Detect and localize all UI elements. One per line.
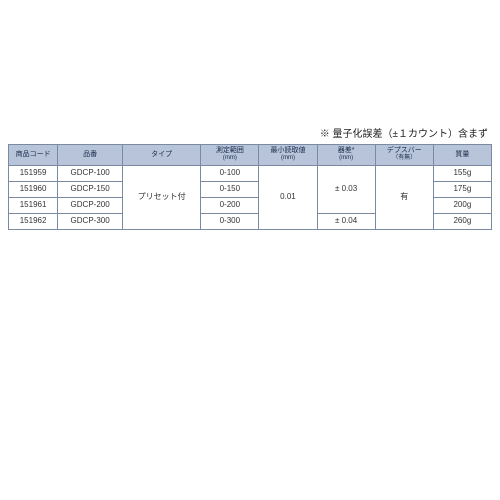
cell-mass: 175g — [433, 181, 491, 197]
cell-range: 0-200 — [201, 197, 259, 213]
col-min: 最小読取値(mm) — [259, 145, 317, 166]
header-row: 商品コード 品番 タイプ 測定範囲(mm) 最小読取値(mm) 器差*(mm) … — [9, 145, 492, 166]
cell-range: 0-150 — [201, 181, 259, 197]
col-part: 品番 — [58, 145, 123, 166]
col-code: 商品コード — [9, 145, 58, 166]
cell-part: GDCP-200 — [58, 197, 123, 213]
col-mass: 質量 — [433, 145, 491, 166]
cell-part: GDCP-300 — [58, 213, 123, 229]
cell-part: GDCP-150 — [58, 181, 123, 197]
cell-mass: 200g — [433, 197, 491, 213]
cell-type: プリセット付 — [123, 165, 201, 229]
cell-code: 151961 — [9, 197, 58, 213]
cell-range: 0-300 — [201, 213, 259, 229]
cell-code: 151960 — [9, 181, 58, 197]
col-depth: デプスバー（有無） — [375, 145, 433, 166]
spec-table: 商品コード 品番 タイプ 測定範囲(mm) 最小読取値(mm) 器差*(mm) … — [8, 144, 492, 230]
cell-code: 151959 — [9, 165, 58, 181]
cell-code: 151962 — [9, 213, 58, 229]
col-range: 測定範囲(mm) — [201, 145, 259, 166]
cell-err: ± 0.04 — [317, 213, 375, 229]
cell-min: 0.01 — [259, 165, 317, 229]
cell-part: GDCP-100 — [58, 165, 123, 181]
spec-table-container: ※ 量子化誤差（±１カウント）含まず 商品コード 品番 タイプ 測定範囲(mm)… — [0, 0, 500, 230]
cell-mass: 260g — [433, 213, 491, 229]
table-row: 151959 GDCP-100 プリセット付 0-100 0.01 ± 0.03… — [9, 165, 492, 181]
cell-depth: 有 — [375, 165, 433, 229]
cell-mass: 155g — [433, 165, 491, 181]
footnote: ※ 量子化誤差（±１カウント）含まず — [8, 125, 492, 140]
col-type: タイプ — [123, 145, 201, 166]
cell-range: 0-100 — [201, 165, 259, 181]
col-err: 器差*(mm) — [317, 145, 375, 166]
cell-err: ± 0.03 — [317, 165, 375, 213]
